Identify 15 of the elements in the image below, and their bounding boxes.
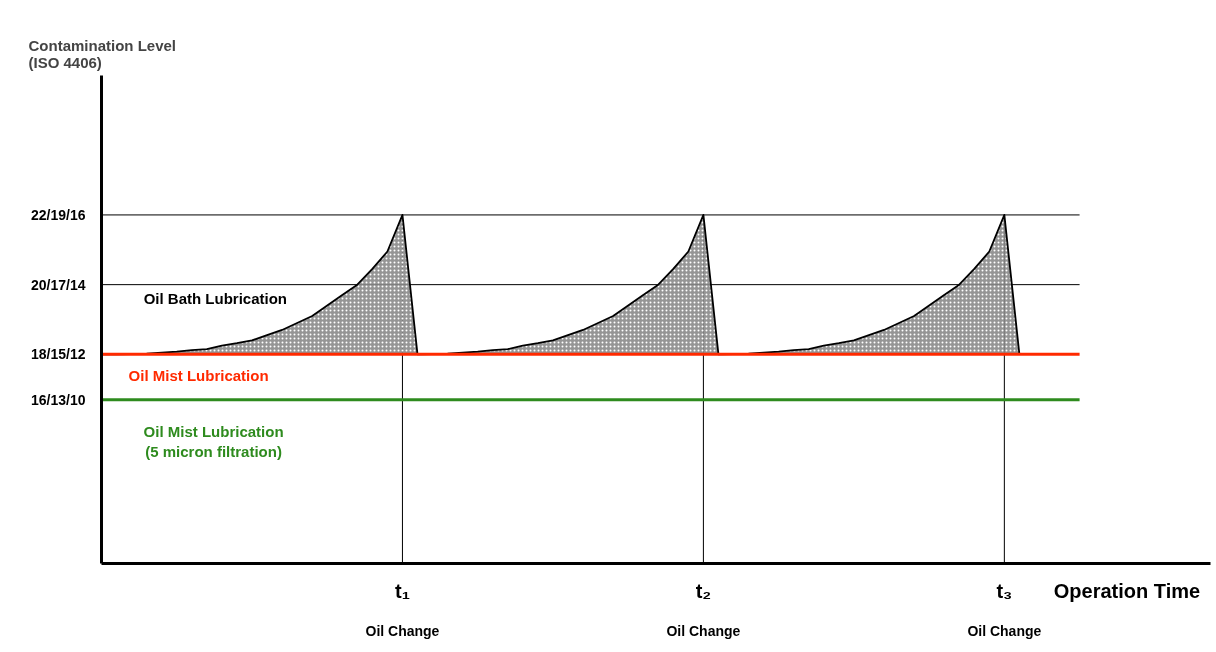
text: 22/19/16 <box>31 206 86 223</box>
text: 16/13/10 <box>31 391 86 408</box>
series-label: Oil Mist Lubrication (5 micron filtration) <box>143 422 284 461</box>
series-label: Oil Bath Lubrication <box>143 290 287 308</box>
x-tick-label: t₁ <box>394 579 410 602</box>
text: Oil Change <box>365 622 440 639</box>
text: Oil Change <box>967 622 1042 639</box>
text: 20/17/14 <box>31 276 86 293</box>
text: Oil Change <box>666 622 741 639</box>
text: Contamination Level (ISO 4406) <box>28 36 177 71</box>
x-axis-title: Operation Time <box>1053 579 1201 602</box>
text: 18/15/12 <box>31 346 86 363</box>
series-label: Oil Mist Lubrication <box>128 366 269 384</box>
x-tick-label: t₂ <box>695 579 712 602</box>
x-tick-label: t₃ <box>996 579 1013 602</box>
